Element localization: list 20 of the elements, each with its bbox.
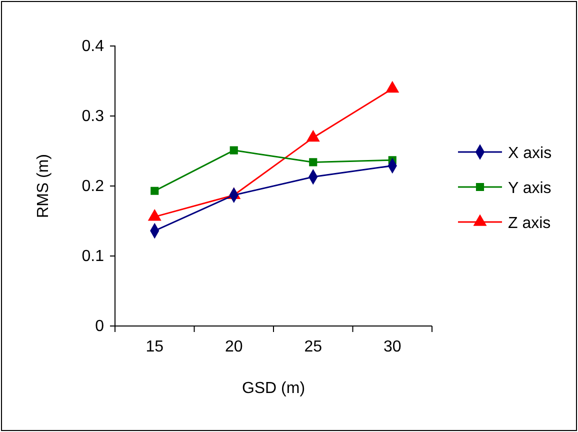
x-tick-label: 30 [383,338,402,356]
legend-label: Z axis [508,215,551,232]
y-tick-label: 0.4 [82,38,104,56]
y-tick-label: 0.1 [82,248,104,266]
x-axis-title: GSD (m) [242,380,306,397]
point [309,158,318,166]
legend-label: X axis [508,145,552,162]
y-tick-label: 0.3 [82,108,104,126]
y-tick-label: 0.2 [82,178,104,196]
y-axis-title: RMS (m) [35,154,52,218]
x-tick-label: 15 [146,338,164,356]
point [230,146,238,154]
legend-label: Y axis [508,180,552,197]
point [150,186,159,195]
point [306,130,320,142]
y-tick-label: 0 [95,318,104,336]
x-tick-label: 25 [304,338,322,356]
x-tick-label: 20 [224,338,243,356]
point [386,81,399,93]
point [148,210,162,221]
